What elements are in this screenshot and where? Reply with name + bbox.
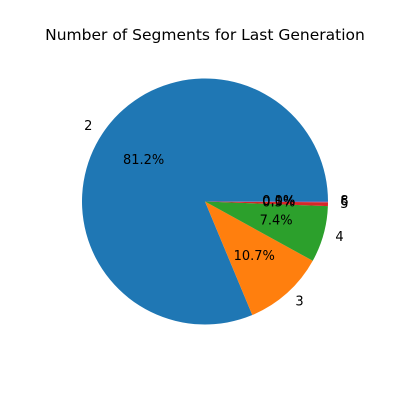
category-label-8: 8 — [340, 194, 348, 209]
percent-label-2: 81.2% — [123, 153, 164, 168]
category-label-2: 2 — [84, 119, 92, 134]
pie-slice-6 — [205, 201, 329, 203]
percent-label-3: 10.7% — [234, 249, 275, 264]
pie-slices — [82, 78, 329, 325]
pie-slice-3 — [205, 201, 313, 316]
pie-slice-5 — [205, 201, 328, 207]
pie-slice-4 — [205, 201, 328, 261]
percent-label-5: 0.5% — [262, 196, 295, 211]
category-label-4: 4 — [335, 230, 343, 245]
chart-title: Number of Segments for Last Generation — [45, 26, 365, 44]
percent-label-8: 0.0% — [262, 194, 295, 209]
percent-label-4: 7.4% — [260, 214, 293, 229]
category-label-3: 3 — [295, 295, 303, 310]
category-label-5: 5 — [340, 197, 348, 212]
pie-slice-2 — [82, 78, 328, 325]
pie-labels: 2 81.2% 3 10.7% 4 7.4% 5 0.5% 6 0.1% 8 0.0% — [84, 119, 348, 310]
category-label-6: 6 — [340, 194, 348, 209]
percent-label-6: 0.1% — [262, 194, 295, 209]
